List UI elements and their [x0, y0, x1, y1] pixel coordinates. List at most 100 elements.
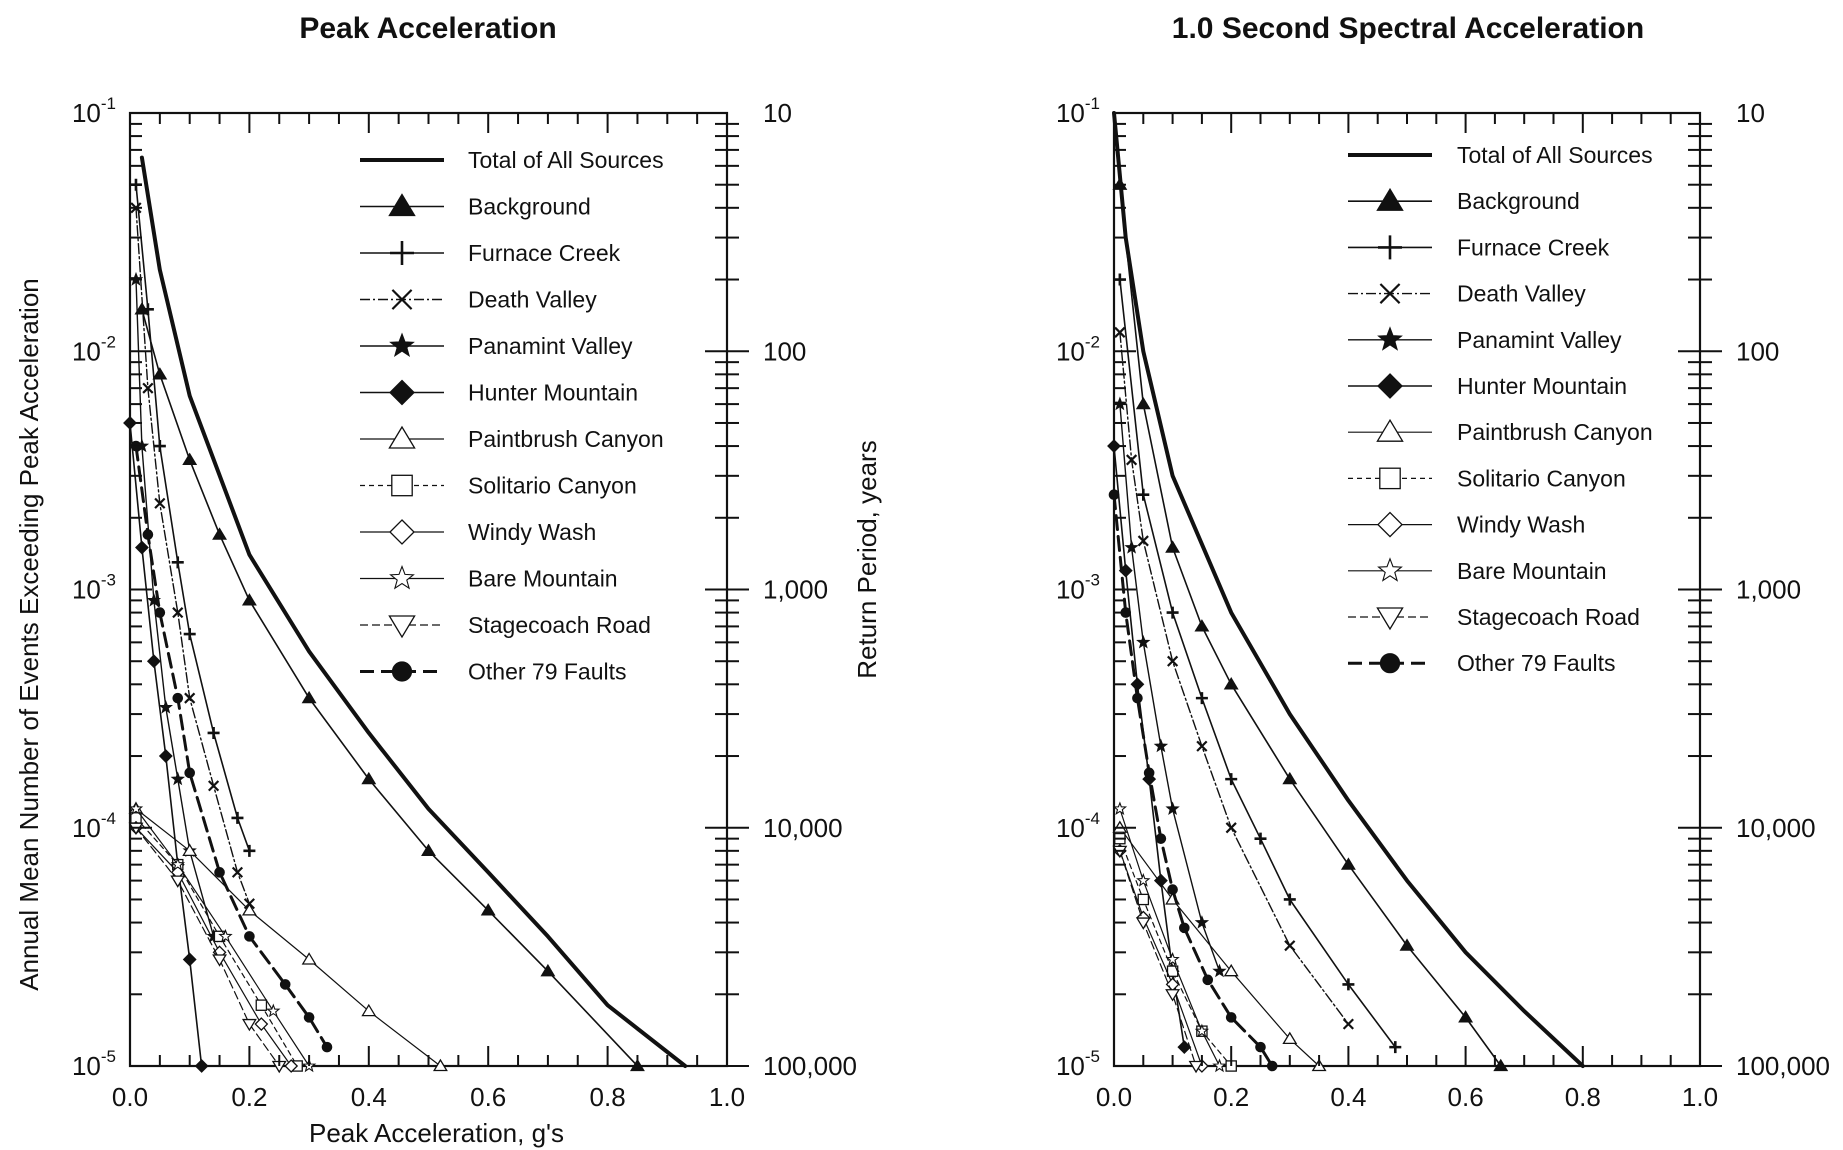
data-point-paintbrush-canyon: [1223, 963, 1239, 977]
legend-marker: [1379, 653, 1401, 674]
data-point-bare-mountain: [218, 928, 233, 943]
x-tick-label: 1.0: [709, 1082, 745, 1112]
data-point-panamint-valley: [170, 771, 185, 786]
legend-label: Total of All Sources: [1457, 142, 1653, 168]
y-tick-label: 10-3: [1056, 571, 1100, 605]
legend-marker: [1377, 557, 1403, 582]
data-point-windy-wash: [284, 1059, 299, 1073]
y-tick-label: 10-4: [1056, 809, 1100, 843]
x-tick-label: 0.0: [1096, 1082, 1132, 1112]
data-point-background: [1194, 619, 1210, 632]
legend-marker: [1379, 467, 1401, 490]
x-tick-label: 0.8: [1565, 1082, 1601, 1112]
legend-item-solitario-canyon: Solitario Canyon: [1348, 465, 1626, 491]
data-point-other-79-faults: [184, 767, 195, 779]
legend-marker: [1377, 511, 1403, 538]
data-point-background: [421, 843, 436, 856]
data-point-furnace-creek: [141, 303, 154, 316]
x-tick-label: 1.0: [1682, 1082, 1718, 1112]
legend-item-stagecoach-road: Stagecoach Road: [360, 612, 651, 639]
legend-label: Windy Wash: [468, 519, 596, 545]
legend-item-background: Background: [360, 193, 591, 220]
data-point-other-79-faults: [214, 867, 225, 878]
legend-item-stagecoach-road: Stagecoach Road: [1348, 604, 1640, 631]
data-point-death-valley: [154, 497, 166, 509]
legend-label: Hunter Mountain: [1457, 373, 1627, 399]
series-line-furnace-creek: [135, 183, 251, 852]
x-tick-label: 0.2: [231, 1082, 267, 1112]
y2-tick-label: 100,000: [1736, 1051, 1830, 1081]
data-point-other-79-faults: [303, 1012, 315, 1023]
legend-item-windy-wash: Windy Wash: [360, 519, 596, 545]
data-point-other-79-faults: [1108, 489, 1120, 500]
data-point-other-79-faults: [1167, 884, 1178, 895]
legend-marker: [388, 615, 416, 639]
data-point-furnace-creek: [231, 811, 244, 824]
y-tick-label: 10-1: [72, 94, 116, 128]
data-point-death-valley: [1196, 740, 1208, 752]
data-point-other-79-faults: [1143, 767, 1155, 779]
chart-panel-2: 1.0 Second Spectral Acceleration 0.0 0.2 0.…: [1056, 12, 1830, 1112]
data-point-other-79-faults: [142, 529, 154, 540]
data-point-stagecoach-road: [212, 954, 227, 967]
data-point-hunter-mountain: [1177, 1040, 1192, 1055]
data-point-bare-mountain: [1136, 873, 1151, 887]
legend-label: Background: [468, 194, 591, 220]
data-point-furnace-creek: [1254, 832, 1267, 845]
data-point-other-79-faults: [154, 607, 166, 618]
y-tick-label: 10-2: [1056, 332, 1100, 366]
chart-panel-1: Peak Acceleration 0.0 0.2 0.4 0.6 0.8 1.0 10-1 1…: [14, 12, 882, 1148]
legend-label: Furnace Creek: [1457, 234, 1610, 260]
y2-tick-label: 100: [1736, 336, 1779, 366]
data-point-furnace-creek: [1225, 773, 1238, 786]
legend-label: Bare Mountain: [468, 566, 618, 592]
data-point-death-valley: [184, 692, 196, 704]
data-point-death-valley: [208, 780, 220, 792]
data-point-other-79-faults: [172, 692, 184, 704]
y-tick-label: 10-2: [72, 332, 116, 366]
legend-marker: [1379, 283, 1401, 304]
legend-marker: [1376, 418, 1404, 442]
data-point-panamint-valley: [1165, 801, 1180, 815]
series-line-death-valley: [135, 207, 251, 905]
data-point-furnace-creek: [153, 440, 166, 453]
data-point-furnace-creek: [1195, 692, 1208, 705]
series-line-windy-wash: [135, 827, 292, 1067]
series-line-stagecoach-road: [1119, 850, 1197, 1067]
legend-label: Bare Mountain: [1457, 558, 1607, 584]
series-line-background: [1119, 183, 1502, 1067]
data-point-bare-mountain: [128, 801, 144, 815]
legend-item-bare-mountain: Bare Mountain: [1348, 557, 1607, 584]
data-point-paintbrush-canyon: [1282, 1031, 1298, 1045]
legend-marker: [390, 241, 414, 265]
data-point-hunter-mountain: [146, 654, 161, 669]
data-point-background: [540, 963, 556, 977]
data-point-background: [1282, 771, 1298, 785]
data-point-bare-mountain: [1165, 951, 1180, 966]
data-point-hunter-mountain: [135, 540, 149, 555]
data-point-stagecoach-road: [170, 875, 186, 888]
legend-item-death-valley: Death Valley: [1348, 281, 1586, 307]
legend-label: Solitario Canyon: [1457, 465, 1626, 491]
legend-item-death-valley: Death Valley: [360, 287, 597, 313]
series-line-solitario-canyon: [1119, 838, 1232, 1067]
data-point-bare-mountain: [1112, 801, 1128, 815]
legend-marker: [389, 519, 415, 545]
y2-tick-label: 100: [763, 336, 806, 366]
y-axis-label: Annual Mean Number of Events Exceeding P…: [14, 278, 44, 991]
data-point-background: [241, 593, 257, 606]
legend-label: Other 79 Faults: [468, 659, 627, 685]
legend-label: Panamint Valley: [468, 333, 633, 359]
legend-item-panamint-valley: Panamint Valley: [360, 332, 633, 359]
legend-marker: [388, 193, 416, 217]
legend-label: Panamint Valley: [1457, 327, 1622, 353]
data-point-other-79-faults: [244, 931, 255, 942]
data-point-other-79-faults: [321, 1041, 333, 1053]
legend: Total of All Sources Background Furnace Cr…: [1348, 142, 1653, 676]
x-tick-label: 0.2: [1213, 1082, 1249, 1112]
data-point-bare-mountain: [1212, 1058, 1227, 1073]
legend-label: Paintbrush Canyon: [468, 426, 664, 452]
data-point-other-79-faults: [1255, 1041, 1266, 1053]
chart-title: 1.0 Second Spectral Acceleration: [1172, 12, 1644, 45]
